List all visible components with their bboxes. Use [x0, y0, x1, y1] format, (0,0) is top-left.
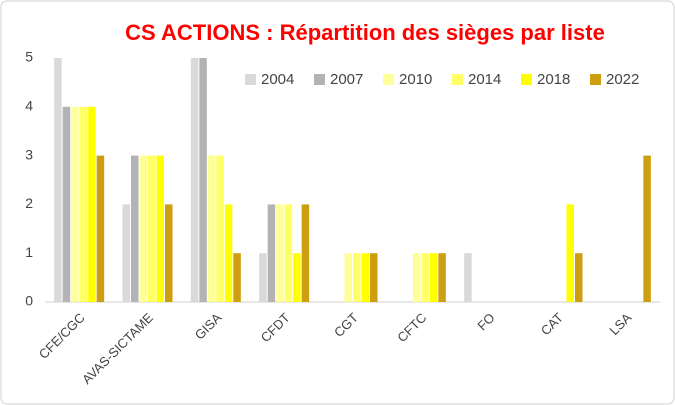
legend-swatch	[590, 74, 601, 85]
legend-label: 2007	[330, 71, 363, 88]
bar	[421, 253, 429, 302]
y-tick-label: 1	[25, 244, 33, 260]
bar	[54, 58, 62, 302]
bar	[284, 204, 293, 302]
bar	[156, 155, 164, 302]
y-tick-label: 3	[25, 146, 33, 162]
y-tick-label: 5	[25, 49, 33, 65]
y-tick-label: 4	[25, 98, 33, 114]
bar	[276, 204, 284, 302]
legend-swatch	[245, 74, 256, 85]
bar	[259, 253, 267, 302]
bar	[233, 253, 241, 302]
bar	[224, 204, 233, 302]
bar	[165, 204, 173, 302]
bar	[190, 58, 199, 302]
bar	[199, 58, 207, 302]
bar	[412, 253, 421, 302]
bar	[79, 106, 88, 302]
bar	[216, 155, 224, 302]
bar	[148, 155, 156, 302]
bar	[566, 204, 574, 302]
bar	[207, 155, 216, 302]
legend-label: 2010	[399, 71, 432, 88]
bar	[353, 253, 361, 302]
bar	[62, 106, 71, 302]
bar	[267, 204, 276, 302]
bar	[361, 253, 369, 302]
bar	[464, 253, 472, 302]
bar	[301, 204, 310, 302]
y-tick-label: 2	[25, 195, 33, 211]
bar	[429, 253, 438, 302]
bar	[344, 253, 352, 302]
bar	[139, 155, 147, 302]
chart-title: CS ACTIONS : Répartition des sièges par …	[125, 20, 605, 45]
bar	[96, 155, 105, 302]
legend-label: 2004	[261, 71, 294, 88]
y-tick-label: 0	[25, 293, 33, 309]
bar	[438, 253, 446, 302]
bar	[71, 106, 79, 302]
bar	[88, 106, 96, 302]
legend-label: 2014	[468, 71, 501, 88]
legend-swatch	[452, 74, 463, 85]
bar	[370, 253, 378, 302]
legend-label: 2018	[537, 71, 570, 88]
legend-swatch	[383, 74, 394, 85]
legend-swatch	[521, 74, 532, 85]
bar	[293, 253, 301, 302]
bar	[131, 155, 139, 302]
bar	[643, 155, 651, 302]
legend-label: 2022	[606, 71, 639, 88]
legend-swatch	[314, 74, 325, 85]
bar	[575, 253, 583, 302]
bar	[122, 204, 130, 302]
